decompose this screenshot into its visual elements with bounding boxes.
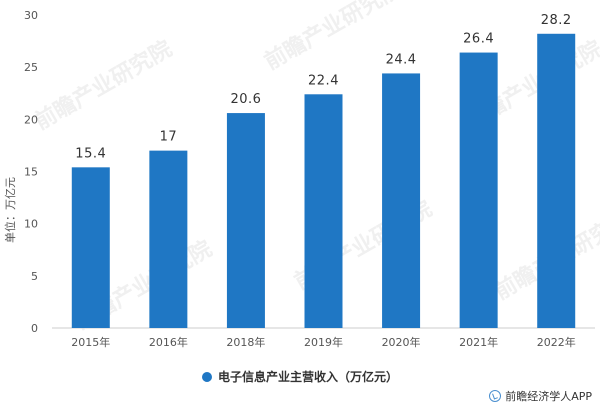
y-tick-label: 15 [24,166,38,179]
credit: 前瞻经济学人APP [489,388,592,404]
data-label: 28.2 [541,13,572,28]
data-label: 24.4 [386,52,417,67]
y-tick-label: 25 [24,61,38,74]
legend-marker [201,372,212,382]
y-tick-label: 30 [24,9,38,22]
x-tick-label: 2016年 [149,335,188,349]
x-tick-label: 2022年 [537,335,576,349]
data-label: 15.4 [75,146,106,161]
credit-text: 前瞻经济学人APP [505,390,592,403]
x-tick-label: 2019年 [304,335,343,349]
watermark-text: 前瞻产业研究院 [30,36,176,136]
legend: 电子信息产业主营收入（万亿元） [0,368,600,385]
bar [149,150,188,328]
y-axis-label: 单位：万亿元 [3,177,17,243]
bar [226,113,265,328]
y-axis: 0 5 10 15 20 25 30 [24,9,38,335]
data-label: 20.6 [230,92,261,107]
bar [382,73,421,328]
bar [304,94,343,328]
legend-label: 电子信息产业主营收入（万亿元） [217,370,398,384]
x-tick-label: 2021年 [459,335,498,349]
y-tick-label: 5 [31,270,38,283]
data-label: 26.4 [463,32,494,47]
bar [459,52,498,329]
bar [71,167,110,328]
data-label: 17 [160,130,178,145]
x-tick-label: 2018年 [226,335,265,349]
watermark-text: 前瞻产业研究院 [260,0,406,75]
bar [537,33,576,328]
y-tick-label: 20 [24,113,38,126]
y-tick-label: 0 [31,322,38,335]
bars-group: 15.4 17 20.6 22.4 24.4 26.4 28.2 [71,13,576,329]
y-tick-label: 10 [24,218,38,231]
x-axis: 2015年 2016年 2018年 2019年 2020年 2021年 2022年 [71,335,575,349]
app-logo-icon [489,390,502,402]
x-tick-label: 2020年 [382,335,421,349]
data-label: 22.4 [308,73,339,88]
x-tick-label: 2015年 [71,335,110,349]
